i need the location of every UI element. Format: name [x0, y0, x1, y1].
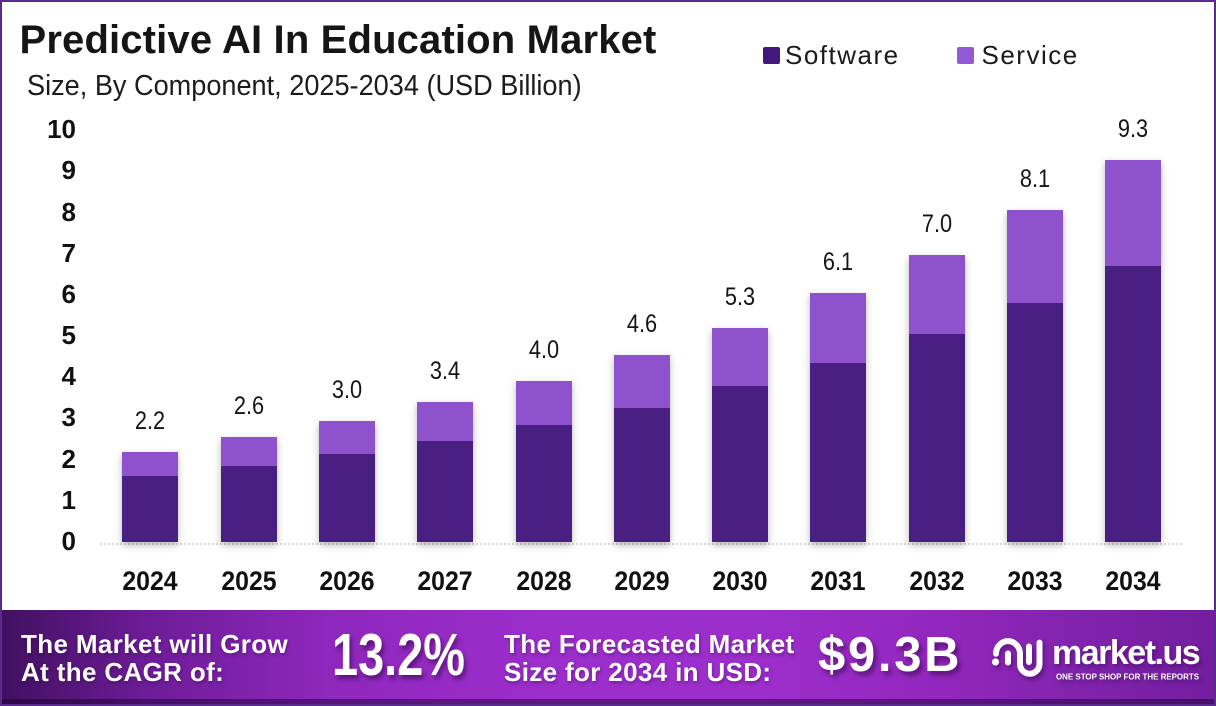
svg-text:ONE STOP SHOP FOR THE REPORTS: ONE STOP SHOP FOR THE REPORTS — [1056, 672, 1199, 682]
svg-text:market.us: market.us — [1052, 634, 1200, 672]
